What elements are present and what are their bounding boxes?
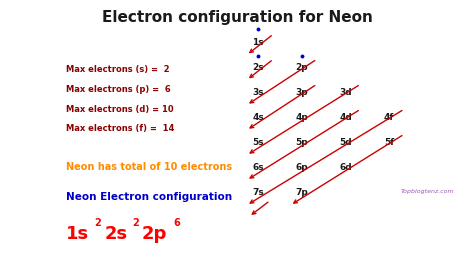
Text: 4s: 4s bbox=[253, 113, 264, 122]
Text: 2p: 2p bbox=[141, 225, 167, 243]
Text: 2s: 2s bbox=[104, 225, 128, 243]
Text: 2: 2 bbox=[132, 218, 138, 228]
Text: 5p: 5p bbox=[296, 138, 308, 147]
Text: 2: 2 bbox=[94, 218, 100, 228]
Text: 6d: 6d bbox=[339, 163, 352, 172]
Text: 2p: 2p bbox=[296, 63, 308, 72]
Text: Neon has total of 10 electrons: Neon has total of 10 electrons bbox=[66, 162, 232, 172]
Text: 7s: 7s bbox=[253, 188, 264, 197]
Text: 5s: 5s bbox=[253, 138, 264, 147]
Text: 3p: 3p bbox=[296, 88, 308, 97]
Text: 6: 6 bbox=[173, 218, 180, 228]
Text: 2s: 2s bbox=[253, 63, 264, 72]
Text: Electron configuration for Neon: Electron configuration for Neon bbox=[101, 10, 373, 24]
Text: 6s: 6s bbox=[253, 163, 264, 172]
Text: Neon Electron configuration: Neon Electron configuration bbox=[66, 192, 232, 202]
Text: 4p: 4p bbox=[296, 113, 308, 122]
Text: Topblogtenz.com: Topblogtenz.com bbox=[401, 189, 454, 194]
Text: Max electrons (f) =  14: Max electrons (f) = 14 bbox=[66, 124, 175, 134]
Text: Max electrons (p) =  6: Max electrons (p) = 6 bbox=[66, 85, 171, 94]
Text: Max electrons (d) = 10: Max electrons (d) = 10 bbox=[66, 104, 174, 114]
Text: 6p: 6p bbox=[296, 163, 308, 172]
Text: 5f: 5f bbox=[384, 138, 394, 147]
Text: 3d: 3d bbox=[339, 88, 352, 97]
Text: 5d: 5d bbox=[339, 138, 352, 147]
Text: 3s: 3s bbox=[253, 88, 264, 97]
Text: 1s: 1s bbox=[66, 225, 90, 243]
Text: 1s: 1s bbox=[253, 38, 264, 47]
Text: 4d: 4d bbox=[339, 113, 352, 122]
Text: 4f: 4f bbox=[384, 113, 394, 122]
Text: 7p: 7p bbox=[296, 188, 308, 197]
Text: Max electrons (s) =  2: Max electrons (s) = 2 bbox=[66, 65, 170, 74]
